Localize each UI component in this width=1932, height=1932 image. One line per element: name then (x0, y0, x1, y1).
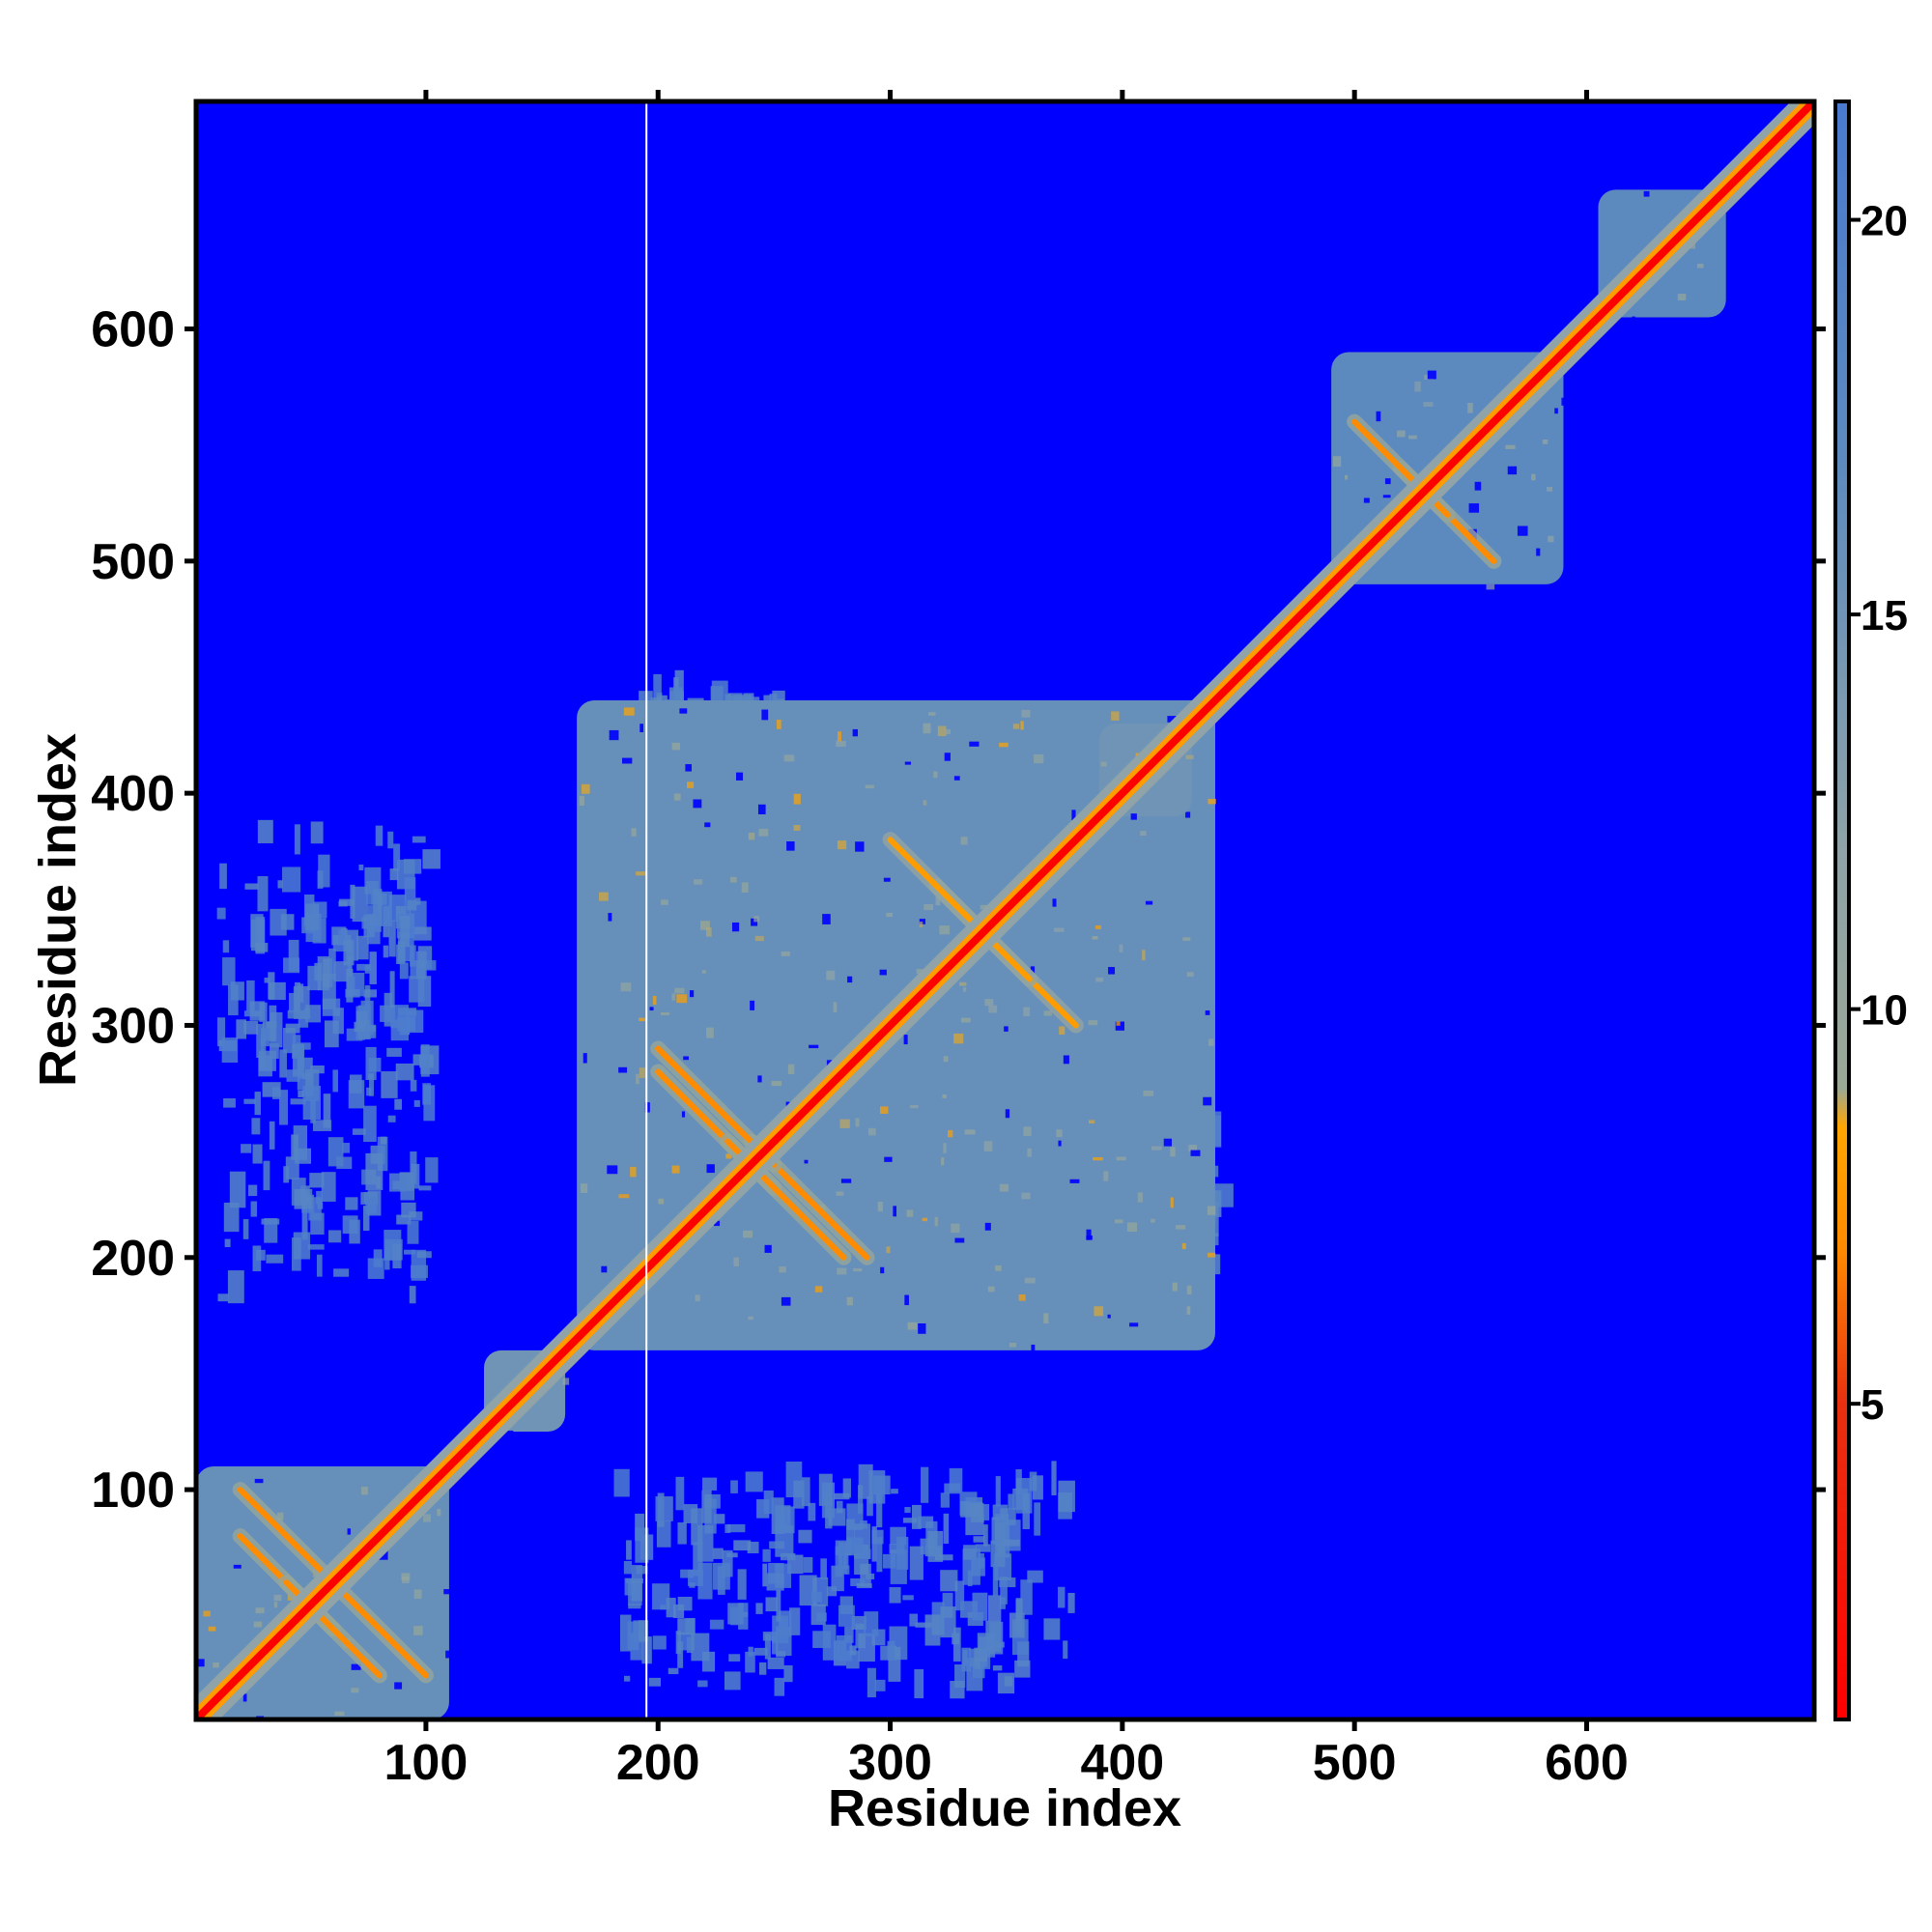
y-tick-label: 300 (91, 998, 175, 1054)
colorbar-tick-label: 5 (1861, 1381, 1884, 1429)
y-tick-label: 500 (91, 534, 175, 590)
x-tick-label: 100 (384, 1735, 469, 1791)
y-axis: 100 200 300 400 500 600 (91, 302, 1826, 1519)
colorbar-ticks: 5 10 15 20 (1849, 198, 1908, 1429)
colorbar: 5 10 15 20 (1833, 99, 1908, 1721)
x-tick-label: 500 (1313, 1735, 1397, 1791)
x-axis: 100 200 300 400 500 600 (384, 90, 1629, 1791)
plot-frame (193, 99, 1817, 1722)
colorbar-tick-label: 10 (1861, 987, 1908, 1035)
colorbar-tick-label: 15 (1861, 592, 1908, 639)
y-tick-label: 100 (91, 1463, 175, 1519)
colorbar-tick-label: 20 (1861, 198, 1908, 245)
diagonal-core (196, 101, 1814, 1719)
y-axis-label: Residue index (29, 733, 87, 1087)
heatmap-plot-area (196, 101, 1814, 1719)
x-tick-label: 600 (1545, 1735, 1629, 1791)
x-tick-label: 400 (1080, 1735, 1164, 1791)
colorbar-bar (1833, 99, 1851, 1721)
x-tick-label: 300 (848, 1735, 932, 1791)
x-axis-label: Residue index (828, 1779, 1181, 1837)
y-tick-label: 400 (91, 766, 175, 822)
main-diagonal-layer (196, 101, 1814, 1719)
secondary-diagonal-5 (882, 832, 1084, 1034)
y-tick-label: 200 (91, 1231, 175, 1287)
secondary-diagonal-2 (232, 1482, 434, 1684)
y-tick-label: 600 (91, 302, 175, 358)
sparse-patch-2 (241, 819, 1075, 1672)
x-tick-label: 200 (616, 1735, 700, 1791)
